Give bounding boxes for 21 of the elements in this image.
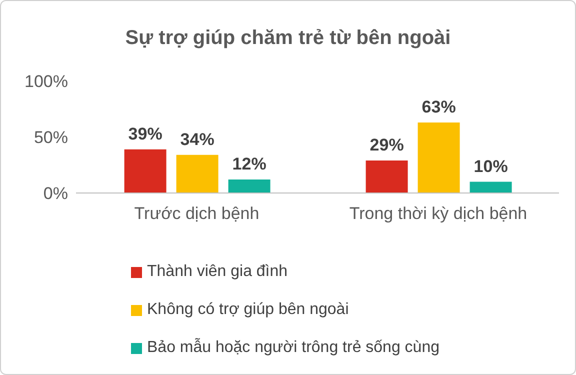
bar bbox=[176, 154, 218, 193]
bar bbox=[124, 149, 166, 193]
legend-label: Không có trợ giúp bên ngoài bbox=[147, 301, 349, 319]
bar bbox=[470, 182, 512, 193]
data-label: 29% bbox=[370, 136, 404, 155]
legend-label: Bảo mẫu hoặc người trông trẻ sống cùng bbox=[147, 339, 440, 357]
data-label: 34% bbox=[180, 130, 214, 149]
x-tick-label: Trước dịch bệnh bbox=[134, 204, 260, 224]
y-tick-label: 0% bbox=[43, 184, 68, 204]
bar bbox=[228, 180, 270, 193]
legend-label: Thành viên gia đình bbox=[147, 263, 288, 281]
bar bbox=[366, 160, 408, 193]
data-label: 12% bbox=[232, 154, 266, 174]
chart-title: Sự trợ giúp chăm trẻ từ bên ngoài bbox=[124, 27, 452, 50]
data-label: 39% bbox=[128, 124, 162, 144]
data-label: 10% bbox=[474, 156, 508, 176]
y-tick-label: 50% bbox=[34, 128, 68, 148]
data-label: 63% bbox=[422, 97, 456, 116]
y-tick-label: 100% bbox=[24, 72, 68, 92]
bar bbox=[418, 122, 460, 193]
x-tick-label: Trong thời kỳ dịch bệnh bbox=[349, 204, 528, 224]
